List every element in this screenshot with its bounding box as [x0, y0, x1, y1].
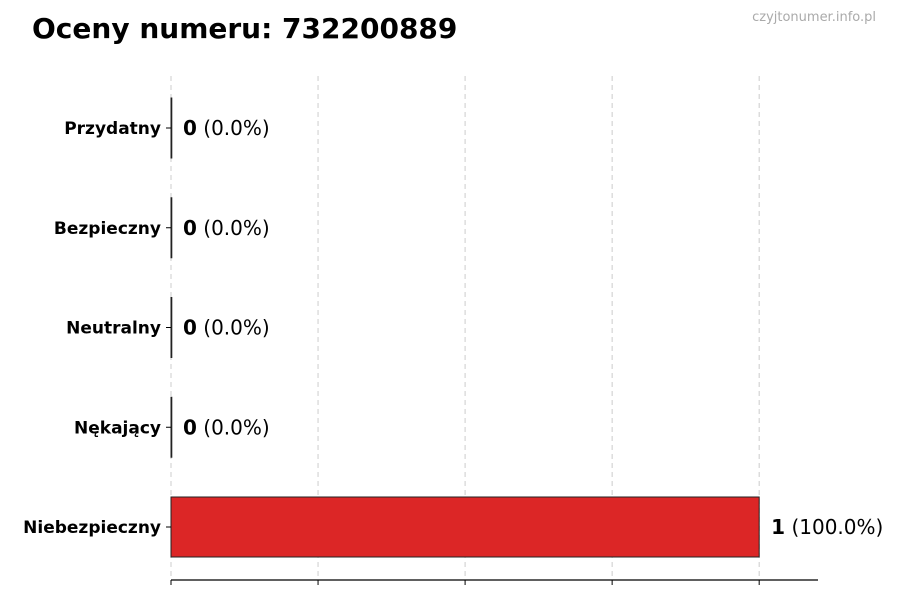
- data-label: 0 (0.0%): [183, 216, 270, 240]
- y-tick-label: Nękający: [74, 418, 161, 438]
- y-tick-label: Neutralny: [66, 319, 161, 339]
- y-tick-label: Przydatny: [64, 119, 161, 139]
- bar-bezpieczny: [170, 197, 173, 259]
- data-label: 0 (0.0%): [183, 415, 270, 439]
- data-label: 0 (0.0%): [183, 116, 270, 140]
- watermark: czyjtonumer.info.pl: [752, 10, 876, 25]
- chart-title: Oceny numeru: 732200889: [32, 12, 458, 45]
- bar-niebezpieczny: [170, 496, 760, 558]
- bar-przydatny: [170, 97, 173, 159]
- data-label: 0 (0.0%): [183, 316, 270, 340]
- bar-neutralny: [170, 297, 173, 358]
- bar-nękający: [170, 396, 173, 458]
- y-tick-label: Bezpieczny: [54, 219, 161, 239]
- data-label: 1 (100.0%): [771, 515, 883, 539]
- y-tick-label: Niebezpieczny: [23, 518, 161, 538]
